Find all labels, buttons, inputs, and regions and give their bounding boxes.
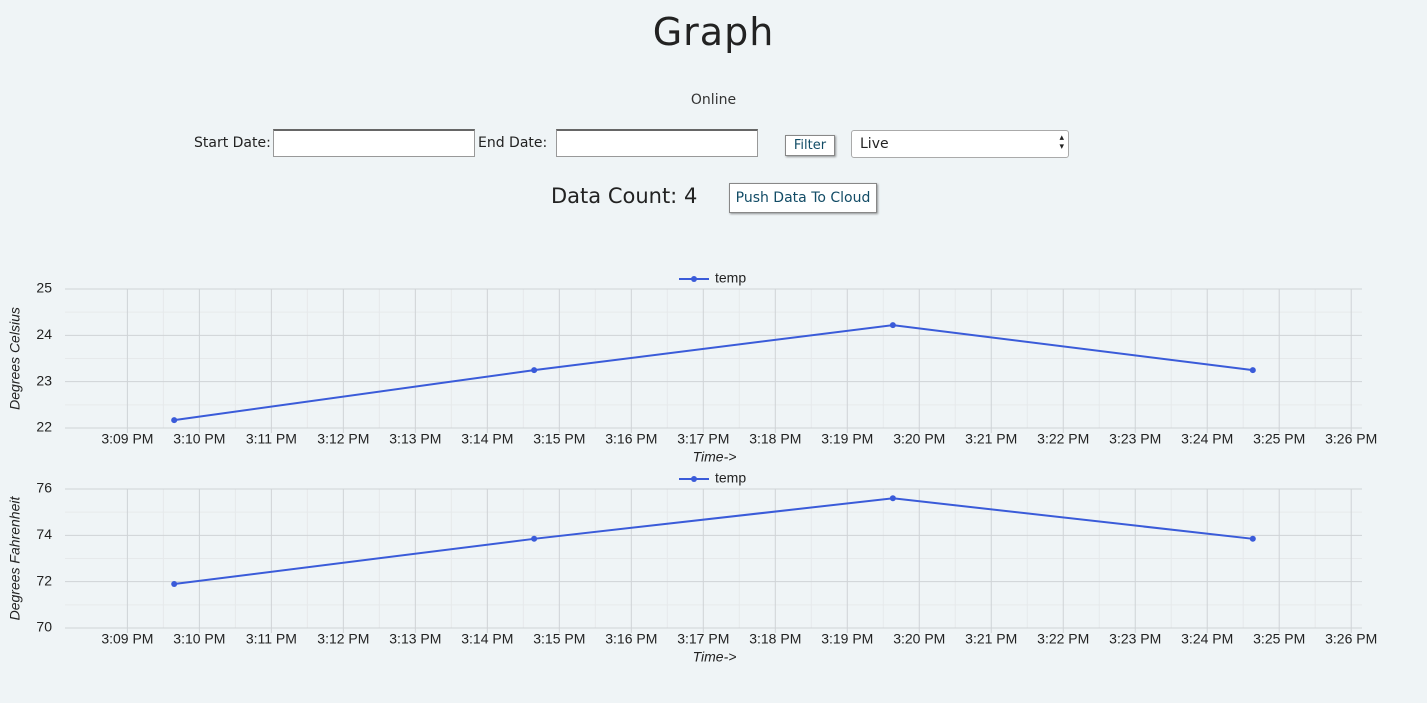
start-input[interactable] (273, 129, 475, 157)
x-tick-label: 3:12 PM (317, 631, 369, 647)
y-tick-label: 25 (36, 280, 52, 296)
x-tick-label: 3:23 PM (1109, 431, 1161, 447)
x-tick-label: 3:09 PM (101, 431, 153, 447)
x-tick-label: 3:10 PM (173, 631, 225, 647)
x-tick-label: 3:10 PM (173, 431, 225, 447)
x-tick-label: 3:22 PM (1037, 431, 1089, 447)
x-tick-label: 3:22 PM (1037, 631, 1089, 647)
filter-button[interactable]: Filter (785, 135, 835, 156)
y-axis-label: Degrees Celsius (7, 307, 23, 410)
data-count-value: 4 (683, 184, 698, 208)
y-tick-label: 23 (36, 372, 52, 388)
mode-value: Live (860, 136, 889, 152)
x-tick-label: 3:20 PM (893, 631, 945, 647)
x-tick-label: 3:11 PM (246, 431, 297, 447)
x-tick-label: 3:26 PM (1325, 631, 1377, 647)
x-tick-label: 3:23 PM (1109, 631, 1161, 647)
x-tick-label: 3:25 PM (1253, 631, 1305, 647)
y-tick-label: 24 (36, 326, 52, 342)
point (531, 535, 538, 542)
x-tick-label: 3:14 PM (461, 431, 513, 447)
x-tick-label: 3:13 PM (389, 431, 441, 447)
legend-label: temp (715, 270, 746, 286)
y-axis-label: Degrees Fahrenheit (7, 496, 23, 621)
data-count-label: Data Count: (551, 184, 678, 208)
x-axis-label: Time-> (693, 649, 737, 665)
status: Online (690, 92, 737, 108)
point (889, 495, 896, 502)
x-tick-label: 3:21 PM (965, 431, 1017, 447)
x-tick-label: 3:16 PM (605, 431, 657, 447)
point (1249, 367, 1256, 374)
start-label: Start Date: (194, 135, 271, 151)
line (174, 497, 1253, 585)
x-tick-label: 3:17 PM (677, 631, 729, 647)
y-tick-label: 70 (36, 619, 52, 635)
point (889, 322, 896, 329)
x-tick-label: 3:11 PM (246, 631, 297, 647)
y-tick-label: 76 (36, 480, 52, 496)
x-tick-label: 3:16 PM (605, 631, 657, 647)
x-tick-label: 3:09 PM (101, 631, 153, 647)
push-button[interactable]: Push Data To Cloud (729, 183, 877, 213)
x-tick-label: 3:20 PM (893, 431, 945, 447)
data-count: Data Count: 4 (551, 184, 697, 208)
point (171, 580, 178, 587)
page-title: Graph (652, 10, 775, 54)
x-tick-label: 3:25 PM (1253, 431, 1305, 447)
point (171, 417, 178, 424)
x-tick-label: 3:17 PM (677, 431, 729, 447)
mode-select[interactable]: Live (851, 130, 1069, 158)
point (1249, 535, 1256, 542)
end-label: End Date: (478, 135, 548, 151)
x-tick-label: 3:18 PM (749, 631, 801, 647)
line (174, 324, 1253, 422)
legend-label: temp (715, 470, 746, 486)
x-tick-label: 3:14 PM (461, 631, 513, 647)
x-tick-label: 3:24 PM (1181, 631, 1233, 647)
x-tick-label: 3:18 PM (749, 431, 801, 447)
x-axis-label: Time-> (693, 449, 737, 465)
x-tick-label: 3:19 PM (821, 431, 873, 447)
x-tick-label: 3:13 PM (389, 631, 441, 647)
legend-marker (691, 276, 697, 282)
x-tick-label: 3:19 PM (821, 631, 873, 647)
y-tick-label: 72 (36, 572, 52, 588)
x-tick-label: 3:15 PM (533, 631, 585, 647)
end-input[interactable] (556, 129, 758, 157)
y-tick-label: 22 (36, 419, 52, 435)
point (531, 367, 538, 374)
x-tick-label: 3:24 PM (1181, 431, 1233, 447)
y-tick-label: 74 (36, 526, 52, 542)
x-tick-label: 3:26 PM (1325, 431, 1377, 447)
x-tick-label: 3:21 PM (965, 631, 1017, 647)
x-tick-label: 3:12 PM (317, 431, 369, 447)
legend-marker (691, 476, 697, 482)
x-tick-label: 3:15 PM (533, 431, 585, 447)
